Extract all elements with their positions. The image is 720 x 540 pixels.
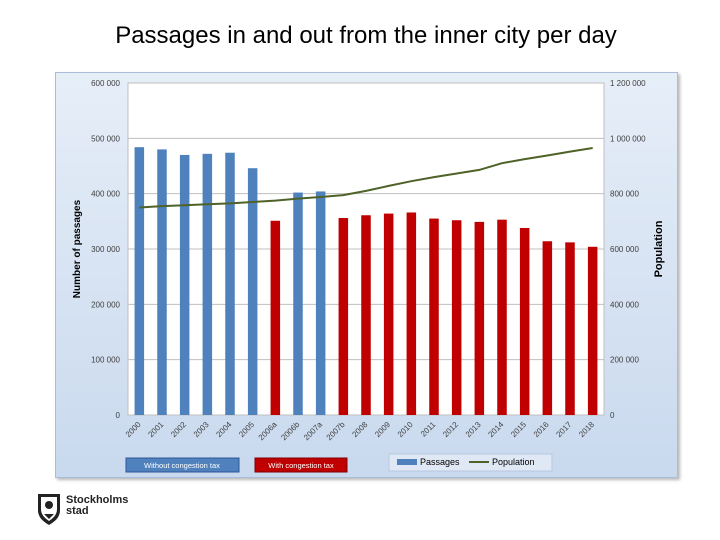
legend-label-population: Population <box>492 457 535 467</box>
x-tick-label: 2006a <box>257 420 279 442</box>
bar-2008 <box>361 215 371 415</box>
slide-title: Passages in and out from the inner city … <box>115 22 617 49</box>
city-crest-icon <box>38 494 60 525</box>
x-tick-label: 2007a <box>302 420 324 442</box>
x-tick-label: 2009 <box>373 420 392 439</box>
x-tick-label: 2003 <box>192 420 211 439</box>
x-tick-label: 2006b <box>279 420 301 442</box>
x-tick-label: 2016 <box>532 420 551 439</box>
logo-line-2: stad <box>66 505 89 517</box>
bar-2011 <box>429 218 439 415</box>
x-tick-label: 2011 <box>419 420 438 439</box>
bar-2004 <box>225 152 235 415</box>
period-label-without-tax: Without congestion tax <box>144 461 220 470</box>
x-tick-label: 2001 <box>146 420 165 439</box>
y-tick-label: 100 000 <box>91 356 120 365</box>
x-tick-label: 2007b <box>325 420 347 442</box>
x-tick-label: 2004 <box>214 420 233 439</box>
y2-axis-title: Population <box>653 220 665 277</box>
period-box-with-tax <box>254 457 348 473</box>
y-tick-label: 500 000 <box>91 134 120 143</box>
bar-2007a <box>315 191 326 415</box>
y2-tick-label: 400 000 <box>610 300 639 309</box>
x-tick-label: 2002 <box>169 420 188 439</box>
x-tick-label: 2013 <box>464 420 483 439</box>
logo-text: Stockholms stad <box>66 495 128 517</box>
bar-2002 <box>179 154 190 415</box>
x-tick-label: 2018 <box>577 420 596 439</box>
bar-2012 <box>451 220 462 415</box>
bar-2003 <box>202 153 213 415</box>
bar-2014 <box>497 219 507 415</box>
y-tick-label: 0 <box>116 411 121 420</box>
x-tick-label: 2005 <box>237 420 256 439</box>
y2-tick-label: 200 000 <box>610 356 639 365</box>
bar-2009 <box>383 213 394 415</box>
legend-swatch-passages <box>397 459 417 465</box>
logo-line-1: Stockholms <box>66 494 129 506</box>
y-axis-title: Number of passages <box>72 199 83 298</box>
bar-2015 <box>519 227 530 415</box>
x-tick-label: 2014 <box>486 420 505 439</box>
bar-2013 <box>474 221 485 415</box>
chart-panel: 0 0 100 000 200 000 200 000 400 000 300 000 600… <box>55 72 678 478</box>
y-tick-label: 600 000 <box>91 79 120 88</box>
stockholms-stad-logo: Stockholms stad <box>36 492 136 528</box>
x-tick-label: 2010 <box>396 420 415 439</box>
x-tick-label: 2000 <box>124 420 143 439</box>
y2-tick-label: 1 200 000 <box>610 79 646 88</box>
y-tick-label: 200 000 <box>91 300 120 309</box>
x-tick-label: 2012 <box>441 420 460 439</box>
passages-chart: 0 0 100 000 200 000 200 000 400 000 300 000 600… <box>72 79 665 473</box>
bar-2010 <box>406 212 417 415</box>
period-box-without-tax <box>125 457 240 473</box>
y2-tick-label: 600 000 <box>610 245 639 254</box>
y2-tick-label: 0 <box>610 411 615 420</box>
bar-2005 <box>247 168 258 415</box>
x-tick-label: 2015 <box>509 420 528 439</box>
bar-2018 <box>587 246 598 415</box>
bar-2007b <box>338 218 349 415</box>
bar-2016 <box>542 241 553 415</box>
y2-tick-label: 800 000 <box>610 190 639 199</box>
y2-tick-label: 1 000 000 <box>610 134 646 143</box>
bar-2001 <box>157 149 167 415</box>
period-label-with-tax: With congestion tax <box>268 461 334 470</box>
x-tick-label: 2008 <box>350 420 369 439</box>
legend-label-passages: Passages <box>420 457 460 467</box>
y-tick-label: 300 000 <box>91 245 120 254</box>
y-tick-label: 400 000 <box>91 190 120 199</box>
bar-2017 <box>565 242 575 415</box>
bar-2006a <box>270 220 281 415</box>
population-line <box>139 147 593 209</box>
bar-2000 <box>134 147 145 415</box>
x-tick-label: 2017 <box>554 420 573 439</box>
bar-2006b <box>293 192 303 415</box>
